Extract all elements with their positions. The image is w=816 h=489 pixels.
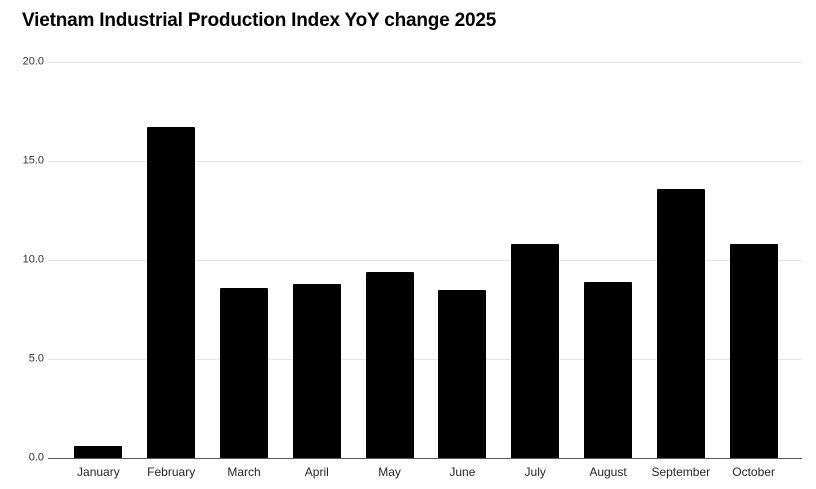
bar-july: [511, 244, 560, 458]
y-axis-tick-label: 20.0: [22, 55, 44, 68]
bar-september: [656, 188, 705, 458]
y-axis-tick-label: 5.0: [28, 352, 44, 365]
gridline: [48, 260, 802, 261]
y-axis-tick-label: 10.0: [22, 253, 44, 266]
gridline: [48, 359, 802, 360]
x-axis-tick-label: May: [378, 465, 401, 479]
x-axis-tick-label: March: [227, 465, 261, 479]
bar-january: [74, 446, 123, 458]
gridline: [48, 161, 802, 162]
x-axis-tick-label: August: [589, 465, 627, 479]
chart-title: Vietnam Industrial Production Index YoY …: [22, 10, 497, 31]
gridline: [48, 62, 802, 63]
y-axis-tick-label: 15.0: [22, 154, 44, 167]
bar-april: [292, 283, 341, 458]
bar-may: [365, 271, 414, 458]
bar-october: [729, 244, 778, 458]
x-axis-tick-label: January: [77, 465, 120, 479]
x-axis-tick-label: October: [732, 465, 775, 479]
x-axis-tick-label: April: [304, 465, 329, 479]
bar-june: [438, 289, 487, 458]
y-axis-tick-label: 0.0: [28, 451, 44, 464]
bar-february: [147, 127, 196, 458]
bar-march: [220, 287, 268, 458]
x-axis-tick-label: July: [524, 465, 546, 479]
x-axis-tick-label: February: [147, 465, 196, 479]
bar-august: [584, 281, 632, 458]
x-axis-tick-label: September: [651, 465, 711, 479]
x-axis-line: [48, 458, 802, 459]
x-axis-tick-label: June: [449, 465, 476, 479]
